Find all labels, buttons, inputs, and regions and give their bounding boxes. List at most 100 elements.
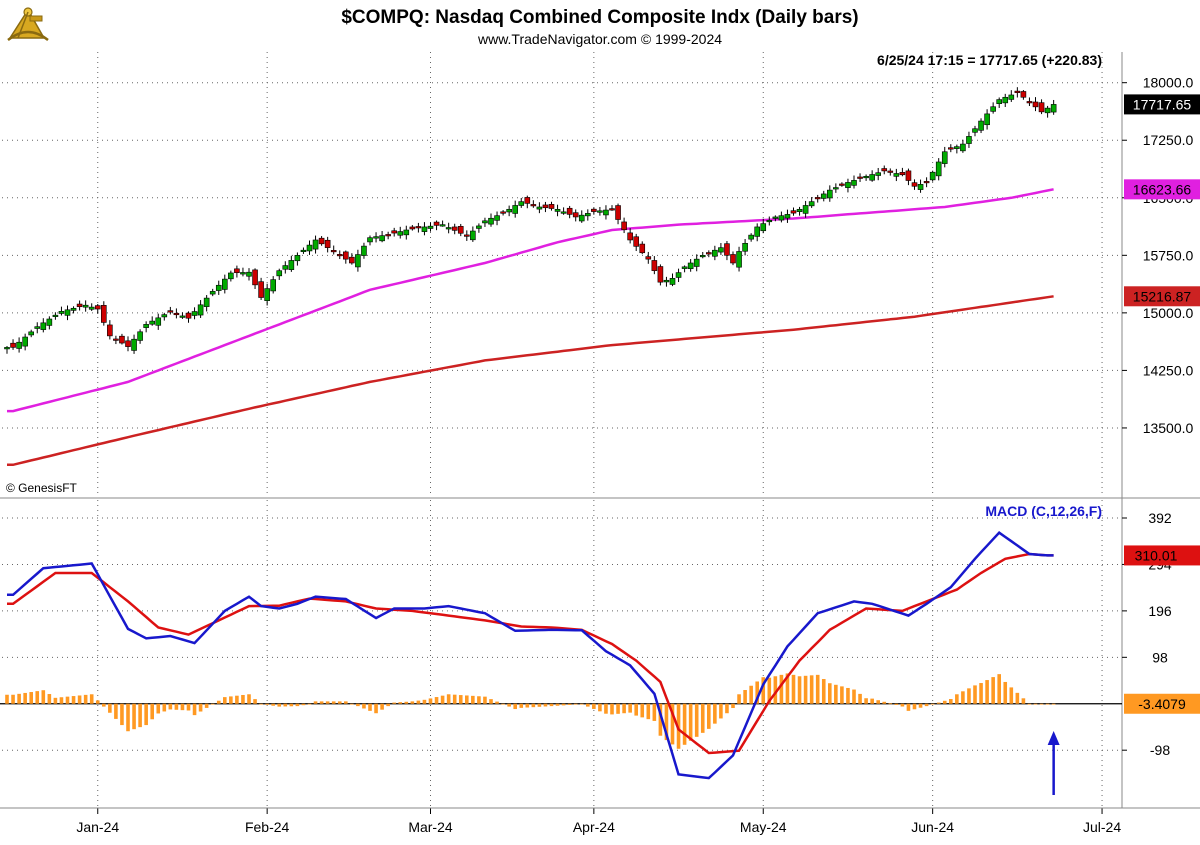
- candle: [361, 242, 367, 259]
- x-tick-label: Jul-24: [1083, 819, 1121, 835]
- candle: [669, 273, 676, 287]
- histogram-bar: [779, 674, 784, 704]
- candle: [119, 333, 125, 345]
- histogram-bar: [495, 701, 499, 704]
- candle: [742, 239, 748, 256]
- x-axis: Jan-24 Feb-24 Mar-24 Apr-24 May-24 Jun-24 Jul-…: [0, 807, 1200, 835]
- histogram-bar: [525, 703, 530, 708]
- sextant-icon: [7, 7, 49, 41]
- histogram-bar: [1045, 703, 1050, 705]
- macd-value-label: 310.01: [1135, 547, 1178, 563]
- histogram-bar: [410, 701, 415, 704]
- candle: [336, 250, 343, 260]
- histogram-bar: [132, 703, 136, 730]
- histogram-bar: [942, 700, 947, 704]
- histogram-bar: [271, 703, 275, 706]
- candle: [451, 223, 458, 235]
- macd-line: [7, 531, 1054, 780]
- histogram-bar: [65, 696, 70, 704]
- histogram-bar: [815, 674, 820, 704]
- candle: [718, 243, 724, 255]
- histogram-bar: [1015, 692, 1020, 704]
- candle: [433, 220, 440, 231]
- histogram-bar: [216, 700, 221, 704]
- histogram-bar: [979, 683, 983, 704]
- candle: [512, 200, 519, 218]
- histogram-bar: [223, 697, 227, 704]
- histogram-bar: [386, 703, 390, 707]
- histogram-value-label: -3.4079: [1138, 696, 1186, 712]
- candle: [760, 218, 767, 234]
- candle: [960, 139, 966, 153]
- histogram-bar: [955, 694, 959, 704]
- price-y-tick-label: 14250.0: [1143, 362, 1194, 378]
- candle: [10, 339, 16, 350]
- histogram-bar: [253, 699, 257, 704]
- candle: [560, 207, 567, 215]
- candle: [379, 230, 385, 243]
- histogram-bar: [513, 703, 517, 710]
- last-price-label: 17717.65: [1133, 96, 1192, 112]
- histogram-bar: [749, 685, 753, 704]
- histogram-bar: [229, 696, 233, 704]
- candle: [385, 231, 391, 240]
- histogram-bar: [834, 684, 838, 704]
- histogram-bar: [555, 703, 560, 706]
- histogram-bar: [404, 701, 409, 704]
- histogram-bar: [761, 677, 766, 704]
- candle: [572, 209, 579, 222]
- price-grid: [2, 52, 1120, 497]
- ma-value-badge: [1124, 286, 1200, 307]
- histogram-bar: [471, 695, 475, 704]
- histogram-bar: [755, 681, 759, 704]
- candle: [125, 336, 131, 352]
- histogram-bar: [707, 703, 711, 729]
- candle: [312, 235, 319, 254]
- candle: [615, 203, 621, 225]
- candle: [421, 222, 428, 236]
- candle: [814, 194, 821, 203]
- candle: [663, 276, 670, 287]
- candle: [185, 311, 192, 323]
- histogram-bar: [507, 703, 511, 707]
- histogram-bar: [828, 683, 832, 704]
- ma-50-line: [7, 188, 1054, 413]
- chart-title: $COMPQ: Nasdaq Combined Composite Indx (…: [341, 7, 858, 28]
- histogram-bar: [598, 703, 602, 712]
- histogram-bar: [719, 703, 723, 719]
- histogram-bar: [301, 703, 306, 706]
- histogram-bar: [622, 703, 626, 714]
- candle: [476, 223, 482, 233]
- candle: [197, 300, 204, 318]
- candle: [1002, 93, 1009, 107]
- histogram-bar: [210, 703, 215, 705]
- histogram-bar: [930, 703, 935, 705]
- candle: [693, 254, 700, 272]
- histogram-bar: [821, 679, 826, 704]
- histogram-bar: [864, 698, 868, 704]
- histogram-bar: [489, 699, 493, 704]
- histogram-bar: [77, 695, 82, 704]
- histogram-bar: [247, 694, 251, 704]
- candle: [530, 200, 537, 208]
- candle: [578, 210, 585, 223]
- histogram-bar: [95, 700, 100, 704]
- histogram-bar: [168, 703, 173, 710]
- candle: [857, 173, 863, 182]
- histogram-bar: [640, 703, 645, 718]
- candle: [712, 245, 718, 261]
- histogram-bar: [949, 699, 953, 704]
- candle: [518, 197, 525, 208]
- histogram-bar: [906, 703, 911, 711]
- candle: [935, 158, 942, 181]
- candle: [1020, 90, 1027, 100]
- histogram-bar: [283, 703, 288, 707]
- histogram-bar: [186, 703, 191, 711]
- candle: [651, 256, 658, 275]
- histogram-bar: [108, 703, 112, 713]
- candle: [203, 295, 210, 312]
- candle: [802, 200, 809, 218]
- candle: [500, 210, 506, 216]
- price-y-tick-label: 13500.0: [1143, 420, 1194, 436]
- histogram-bar: [1009, 687, 1014, 704]
